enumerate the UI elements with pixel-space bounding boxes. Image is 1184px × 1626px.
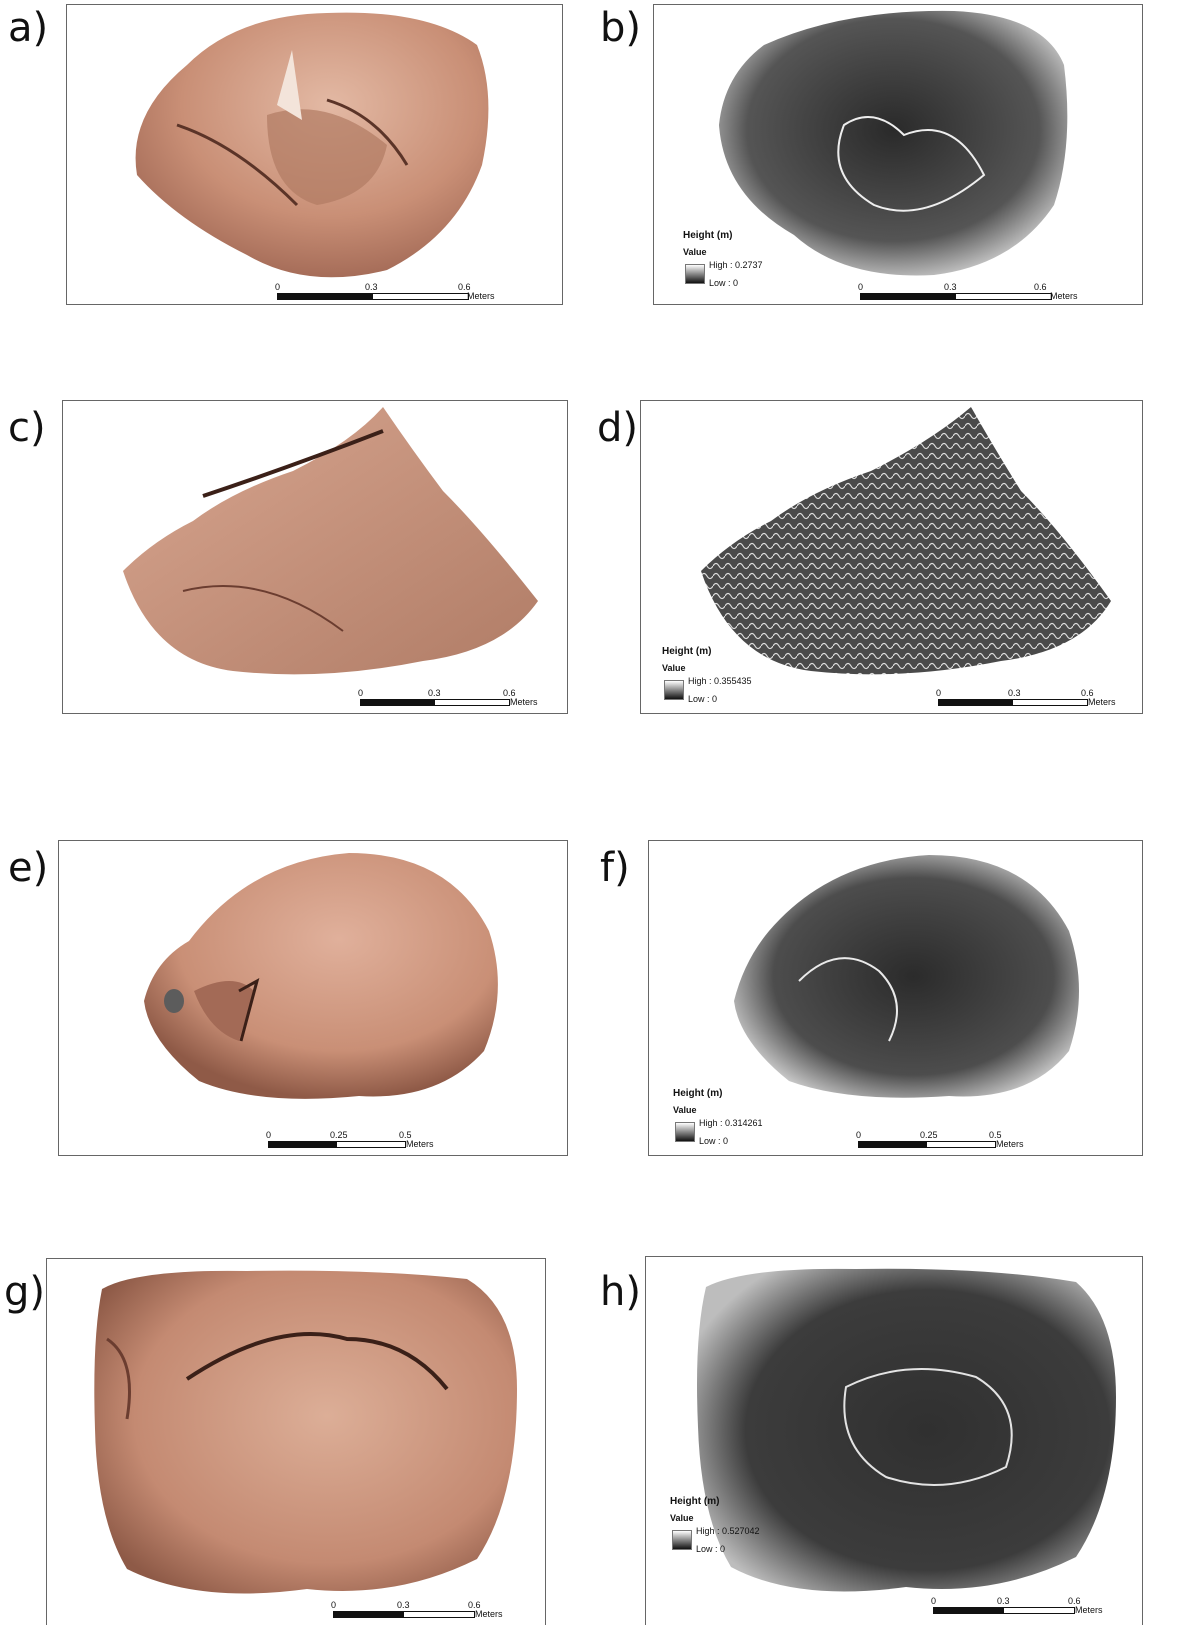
scale-bar-d: 0 0.3 0.6 Meters — [936, 688, 1116, 707]
scale-bar-h: 0 0.3 0.6 Meters — [931, 1596, 1103, 1615]
color-ramp — [664, 680, 684, 700]
hillshade-image — [734, 855, 1079, 1098]
rock-photo-image — [94, 1270, 518, 1594]
panel-label-g: g) — [4, 1269, 45, 1315]
color-ramp — [685, 264, 705, 284]
hillshade-image — [697, 1268, 1116, 1592]
scale-bar-g: 0 0.3 0.6 Meters — [331, 1600, 503, 1619]
height-legend-h: Height (m) Value High : 0.527042 Low : 0 — [670, 1496, 760, 1554]
scale-bar-a: 0 0.3 0.6 Meters — [275, 282, 495, 301]
panel-label-b: b) — [600, 5, 641, 51]
height-legend-f: Height (m) Value High : 0.314261 Low : 0 — [673, 1088, 763, 1146]
panel-e-photo — [58, 840, 568, 1156]
scale-bar-e: 0 0.25 0.5 Meters — [266, 1130, 434, 1149]
panel-label-h: h) — [600, 1269, 641, 1315]
panel-label-c: c) — [8, 405, 46, 451]
color-ramp — [675, 1122, 695, 1142]
panel-label-e: e) — [8, 845, 49, 891]
panel-f-height — [648, 840, 1143, 1156]
panel-label-f: f) — [600, 845, 630, 891]
rock-photo-image — [123, 407, 538, 675]
rock-photo-image — [135, 12, 489, 278]
scale-bar-f: 0 0.25 0.5 Meters — [856, 1130, 1024, 1149]
height-legend-b: Height (m) Value High : 0.2737 Low : 0 — [683, 230, 763, 288]
hillshade-image — [701, 407, 1111, 675]
scale-bar-c: 0 0.3 0.6 Meters — [358, 688, 538, 707]
scale-bar-b: 0 0.3 0.6 Meters — [858, 282, 1078, 301]
color-ramp — [672, 1530, 692, 1550]
hillshade-image — [719, 10, 1068, 276]
panel-label-d: d) — [597, 405, 638, 451]
panel-g-photo — [46, 1258, 546, 1625]
height-legend-d: Height (m) Value High : 0.355435 Low : 0 — [662, 646, 752, 704]
panel-h-height — [645, 1256, 1143, 1625]
panel-d-height — [640, 400, 1143, 714]
panel-a-photo — [66, 4, 563, 305]
rock-photo-image — [144, 853, 498, 1099]
panel-c-photo — [62, 400, 568, 714]
panel-b-height — [653, 4, 1143, 305]
panel-label-a: a) — [8, 5, 49, 51]
